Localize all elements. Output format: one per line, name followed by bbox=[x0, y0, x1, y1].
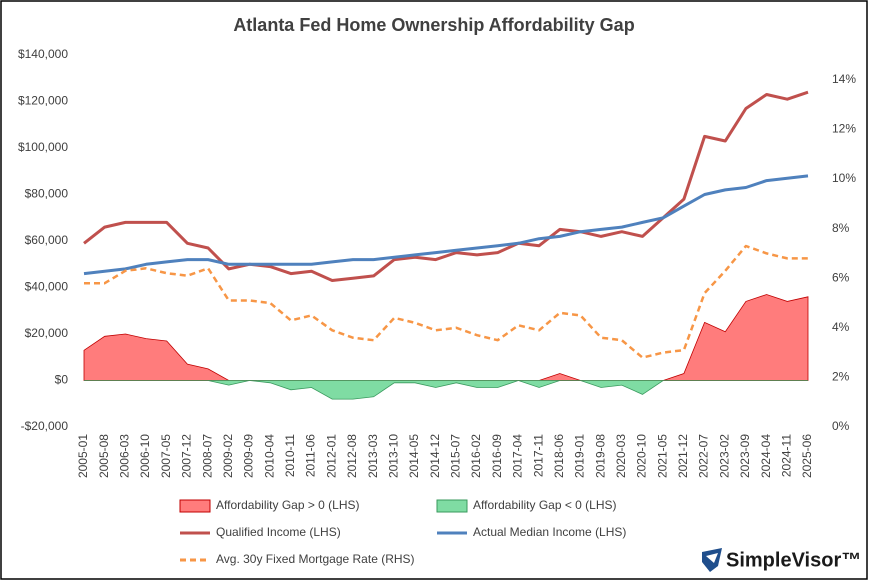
y2-tick-label: 4% bbox=[832, 320, 850, 334]
x-tick-label: 2011-06 bbox=[304, 434, 318, 477]
x-tick-label: 2024-04 bbox=[759, 434, 773, 478]
x-tick-label: 2022-07 bbox=[697, 434, 711, 478]
x-tick-label: 2023-02 bbox=[717, 434, 731, 478]
y-tick-label: $100,000 bbox=[18, 140, 68, 154]
x-tick-label: 2019-01 bbox=[573, 434, 587, 478]
x-tick-label: 2012-01 bbox=[324, 434, 338, 478]
x-tick-label: 2024-11 bbox=[779, 434, 793, 477]
y-tick-label: -$20,000 bbox=[21, 419, 69, 433]
legend-swatch bbox=[436, 499, 468, 513]
x-tick-label: 2014-05 bbox=[407, 434, 421, 478]
y2-tick-label: 14% bbox=[832, 72, 856, 86]
x-tick-label: 2013-10 bbox=[386, 434, 400, 478]
legend-label: Qualified Income (LHS) bbox=[216, 525, 341, 539]
legend-label: Actual Median Income (LHS) bbox=[473, 525, 626, 539]
legend-label: Affordability Gap > 0 (LHS) bbox=[216, 498, 360, 512]
x-tick-label: 2021-12 bbox=[676, 434, 690, 478]
x-tick-label: 2021-05 bbox=[655, 434, 669, 478]
x-tick-label: 2023-09 bbox=[738, 434, 752, 478]
y2-tick-label: 0% bbox=[832, 419, 850, 433]
y-tick-label: $80,000 bbox=[25, 187, 69, 201]
y-tick-label: $120,000 bbox=[18, 94, 68, 108]
y2-tick-label: 12% bbox=[832, 122, 856, 136]
x-tick-label: 2006-10 bbox=[138, 434, 152, 478]
x-tick-label: 2005-01 bbox=[76, 434, 90, 478]
x-tick-label: 2008-07 bbox=[200, 434, 214, 478]
y-tick-label: $20,000 bbox=[25, 326, 69, 340]
y2-tick-label: 2% bbox=[832, 370, 850, 384]
area bbox=[84, 380, 808, 400]
x-tick-label: 2016-02 bbox=[469, 434, 483, 478]
x-tick-label: 2010-04 bbox=[262, 434, 276, 478]
x-tick-label: 2017-11 bbox=[531, 434, 545, 477]
x-tick-label: 2016-09 bbox=[490, 434, 504, 478]
x-tick-label: 2020-10 bbox=[635, 434, 649, 478]
x-tick-label: 2013-03 bbox=[366, 434, 380, 478]
y2-tick-label: 6% bbox=[832, 270, 850, 284]
y2-tick-label: 8% bbox=[832, 221, 850, 235]
y-tick-label: $60,000 bbox=[25, 233, 69, 247]
y-tick-label: $140,000 bbox=[18, 47, 68, 61]
line bbox=[83, 174, 809, 276]
legend-label: Avg. 30y Fixed Mortgage Rate (RHS) bbox=[216, 552, 415, 566]
x-tick-label: 2010-11 bbox=[283, 434, 297, 477]
x-tick-label: 2007-12 bbox=[180, 434, 194, 478]
x-tick-label: 2014-12 bbox=[428, 434, 442, 478]
chart-title: Atlanta Fed Home Ownership Affordability… bbox=[233, 15, 634, 35]
x-tick-label: 2020-03 bbox=[614, 434, 628, 478]
x-tick-label: 2005-08 bbox=[97, 434, 111, 478]
x-tick-label: 2025-06 bbox=[800, 434, 814, 478]
x-tick-label: 2019-08 bbox=[593, 434, 607, 478]
x-tick-label: 2009-02 bbox=[221, 434, 235, 478]
logo-text: SimpleVisor™ bbox=[726, 549, 861, 571]
y-tick-label: $40,000 bbox=[25, 280, 69, 294]
logo-icon bbox=[702, 548, 722, 572]
legend-swatch bbox=[179, 499, 211, 513]
line bbox=[83, 90, 809, 282]
x-tick-label: 2015-07 bbox=[449, 434, 463, 478]
x-tick-label: 2007-05 bbox=[159, 434, 173, 478]
x-tick-label: 2009-09 bbox=[242, 434, 256, 478]
y-tick-label: $0 bbox=[55, 373, 69, 387]
line bbox=[84, 244, 808, 359]
y2-tick-label: 10% bbox=[832, 171, 856, 185]
x-tick-label: 2006-03 bbox=[118, 434, 132, 478]
x-tick-label: 2017-04 bbox=[511, 434, 525, 478]
legend-label: Affordability Gap < 0 (LHS) bbox=[473, 498, 617, 512]
x-tick-label: 2018-06 bbox=[552, 434, 566, 478]
x-tick-label: 2012-08 bbox=[345, 434, 359, 478]
